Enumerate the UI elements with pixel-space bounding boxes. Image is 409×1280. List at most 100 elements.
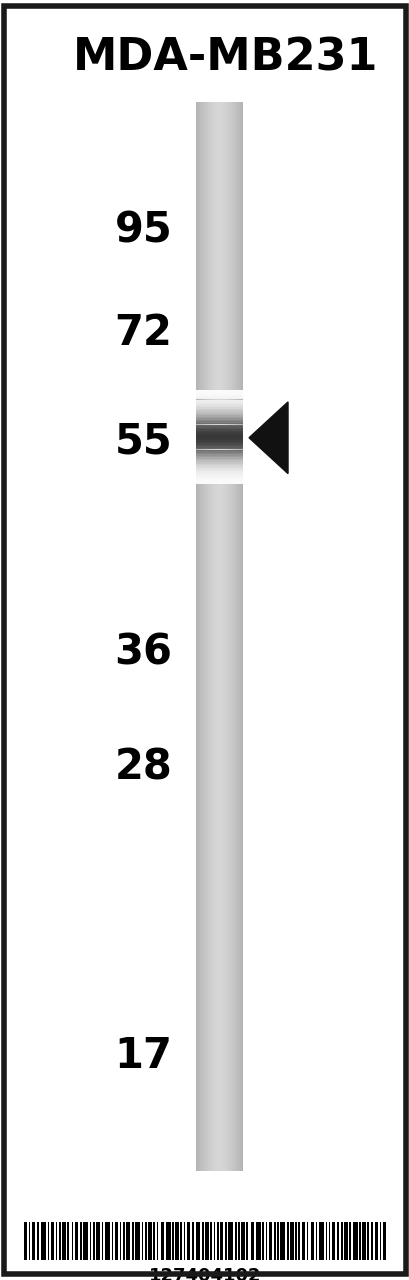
Bar — [196, 407, 242, 408]
Bar — [344, 1222, 347, 1260]
Bar — [196, 445, 242, 447]
Bar — [340, 1222, 342, 1260]
Bar — [59, 1222, 61, 1260]
Text: 55: 55 — [114, 421, 172, 462]
Bar — [196, 429, 242, 431]
Bar — [196, 454, 242, 456]
Bar — [196, 411, 242, 412]
Bar — [165, 1222, 170, 1260]
Bar — [196, 422, 242, 425]
Bar — [268, 1222, 272, 1260]
Bar — [24, 1222, 27, 1260]
Bar — [196, 102, 197, 1171]
Bar — [32, 1222, 35, 1260]
Bar — [148, 1222, 151, 1260]
Bar — [196, 404, 242, 406]
Bar — [96, 1222, 99, 1260]
Bar — [200, 102, 201, 1171]
Bar — [358, 1222, 360, 1260]
Bar — [225, 102, 226, 1171]
Bar — [379, 1222, 380, 1260]
Bar — [187, 1222, 190, 1260]
Bar — [196, 447, 242, 448]
Bar — [145, 1222, 146, 1260]
Bar — [210, 102, 211, 1171]
Bar — [231, 102, 232, 1171]
Bar — [255, 1222, 260, 1260]
Bar — [221, 102, 222, 1171]
Bar — [111, 1222, 113, 1260]
Bar — [132, 1222, 133, 1260]
Bar — [212, 102, 213, 1171]
Bar — [210, 1222, 211, 1260]
Bar — [280, 1222, 285, 1260]
Bar — [196, 462, 242, 463]
Bar — [196, 403, 242, 404]
Bar — [115, 1222, 118, 1260]
Bar — [196, 417, 242, 419]
Bar — [183, 1222, 185, 1260]
Bar — [233, 102, 234, 1171]
Text: 127404102: 127404102 — [148, 1267, 261, 1280]
Bar — [328, 1222, 330, 1260]
Bar — [196, 481, 242, 483]
Bar — [204, 102, 205, 1171]
Bar — [56, 1222, 57, 1260]
Bar — [196, 421, 242, 422]
Bar — [262, 1222, 263, 1260]
Bar — [196, 426, 242, 428]
Bar — [237, 102, 238, 1171]
Bar — [153, 1222, 155, 1260]
Bar — [219, 102, 220, 1171]
Bar — [90, 1222, 91, 1260]
Bar — [156, 1222, 158, 1260]
Bar — [374, 1222, 377, 1260]
Bar — [222, 102, 223, 1171]
Bar — [196, 467, 242, 468]
Bar — [47, 1222, 49, 1260]
Bar — [196, 431, 242, 433]
Bar — [196, 435, 242, 436]
Bar — [226, 102, 227, 1171]
Bar — [172, 1222, 173, 1260]
Bar — [382, 1222, 385, 1260]
Bar — [238, 1222, 239, 1260]
Bar — [37, 1222, 38, 1260]
Bar — [196, 393, 242, 394]
Bar — [206, 102, 207, 1171]
Bar — [318, 1222, 323, 1260]
Bar — [196, 428, 242, 429]
Bar — [196, 463, 242, 465]
Bar — [205, 102, 206, 1171]
Bar — [196, 456, 242, 457]
Bar — [196, 451, 242, 453]
Bar — [224, 102, 225, 1171]
Bar — [232, 102, 233, 1171]
Bar — [336, 1222, 338, 1260]
Bar — [196, 479, 242, 481]
Bar — [196, 413, 242, 415]
Bar — [196, 465, 242, 467]
Bar — [213, 102, 214, 1171]
Bar — [229, 102, 230, 1171]
Bar — [215, 102, 216, 1171]
Bar — [192, 1222, 193, 1260]
Bar — [196, 453, 242, 454]
Bar — [196, 468, 242, 470]
Bar — [196, 401, 242, 403]
Bar — [239, 102, 240, 1171]
Bar — [196, 394, 242, 397]
Bar — [196, 477, 242, 479]
Bar — [265, 1222, 267, 1260]
Bar — [83, 1222, 88, 1260]
Bar — [196, 436, 242, 439]
Bar — [250, 1222, 254, 1260]
Bar — [238, 102, 239, 1171]
Bar — [234, 1222, 236, 1260]
Text: 28: 28 — [114, 748, 172, 788]
Bar — [196, 449, 242, 451]
Bar — [196, 439, 242, 440]
Bar — [211, 102, 212, 1171]
Bar — [236, 102, 237, 1171]
Bar — [196, 475, 242, 476]
